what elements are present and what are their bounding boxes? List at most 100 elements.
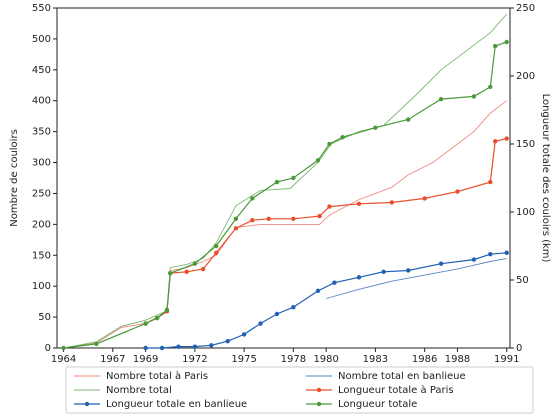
series-point: [250, 196, 255, 201]
x-tick-label: 1986: [412, 354, 437, 365]
series-point: [274, 179, 280, 185]
series-point: [258, 321, 263, 326]
x-tick-label: 1988: [445, 354, 470, 365]
series-point: [143, 345, 148, 351]
series-line: [63, 41, 507, 349]
series-point: [291, 305, 296, 310]
series-point: [493, 43, 498, 49]
x-tick-label: 1967: [100, 354, 125, 365]
y-axis-label: Nombre de couloirs: [9, 129, 20, 227]
legend-label: Longueur totale: [338, 399, 417, 410]
x-tick-label: 1991: [494, 354, 519, 365]
series-point: [340, 135, 345, 140]
y-tick-label: 500: [32, 34, 51, 45]
series-point: [214, 250, 219, 255]
series-point: [233, 216, 239, 221]
series-point: [471, 94, 477, 99]
y-tick-label: 300: [32, 158, 51, 169]
y-tick-label: 50: [38, 312, 51, 323]
legend-marker: [316, 401, 322, 407]
series-point: [488, 179, 493, 185]
y2-tick-label: 100: [516, 207, 535, 218]
x-tick-label: 1972: [182, 354, 207, 365]
series-point: [455, 189, 460, 194]
legend-label: Nombre total: [106, 385, 172, 396]
y-tick-label: 550: [32, 3, 51, 14]
series-point: [241, 332, 247, 337]
series-point: [373, 125, 378, 130]
legend-marker: [316, 387, 322, 393]
y2-tick-label: 0: [516, 343, 522, 354]
x-tick-label: 1975: [231, 354, 256, 365]
series-point: [504, 136, 509, 141]
y2-tick-label: 200: [516, 71, 535, 82]
series-point: [200, 266, 206, 272]
series-point: [176, 344, 181, 349]
series-point: [356, 201, 362, 207]
series-line: [63, 13, 508, 349]
series-point: [291, 216, 296, 221]
series-point: [159, 345, 165, 351]
series-point: [317, 213, 322, 219]
series-point: [389, 200, 395, 205]
series-line: [145, 252, 507, 349]
series-point: [471, 257, 477, 262]
series-point: [315, 158, 321, 163]
y2-tick-label: 50: [516, 275, 529, 286]
plot-frame: [56, 7, 511, 349]
legend-label: Nombre total en banlieue: [338, 371, 466, 382]
y2-axis-label: Longueur totale des couloirs (km): [540, 94, 551, 263]
legend-label: Longueur totale en banlieue: [106, 399, 247, 410]
series-point: [225, 339, 230, 344]
series-point: [143, 321, 148, 326]
y-tick-label: 100: [32, 281, 51, 292]
series-point: [168, 271, 173, 276]
series-point: [192, 344, 198, 349]
series-line: [326, 257, 507, 299]
series-point: [488, 251, 493, 257]
y-tick-label: 450: [32, 65, 51, 76]
y-tick-label: 0: [45, 343, 51, 354]
series-point: [94, 341, 99, 347]
y-tick-label: 150: [32, 250, 51, 261]
series-point: [315, 288, 321, 294]
x-tick-label: 1964: [51, 354, 76, 365]
series-point: [406, 117, 411, 122]
y-tick-label: 200: [32, 219, 51, 230]
y2-tick-label: 150: [516, 139, 535, 150]
series-point: [164, 307, 170, 313]
legend-marker: [84, 401, 90, 407]
series-point: [154, 315, 160, 321]
series-point: [209, 343, 214, 348]
x-tick-label: 1983: [363, 354, 388, 365]
series-point: [274, 311, 280, 317]
series-point: [438, 261, 444, 266]
series-point: [504, 39, 509, 45]
series-point: [61, 345, 66, 351]
series-point: [192, 261, 198, 266]
series-point: [488, 84, 493, 90]
y-tick-label: 250: [32, 188, 51, 199]
series-point: [214, 243, 219, 249]
legend-label: Nombre total à Paris: [106, 370, 208, 382]
series-point: [504, 250, 509, 255]
series-point: [233, 226, 239, 231]
series-point: [493, 139, 498, 144]
y2-tick-label: 250: [516, 3, 535, 14]
series-point: [266, 216, 271, 221]
legend-label: Longueur totale à Paris: [338, 384, 454, 396]
x-tick-label: 1978: [281, 354, 306, 365]
legend-box: [65, 366, 534, 414]
series-point: [406, 268, 411, 273]
series-point: [438, 96, 444, 102]
series-point: [250, 217, 255, 223]
series-point: [184, 269, 189, 275]
y-tick-label: 400: [32, 96, 51, 107]
series-point: [327, 204, 332, 209]
series-line: [145, 138, 507, 325]
x-tick-label: 1969: [133, 354, 158, 365]
x-tick-label: 1980: [313, 354, 338, 365]
series-point: [291, 175, 296, 181]
series-point: [332, 280, 337, 285]
